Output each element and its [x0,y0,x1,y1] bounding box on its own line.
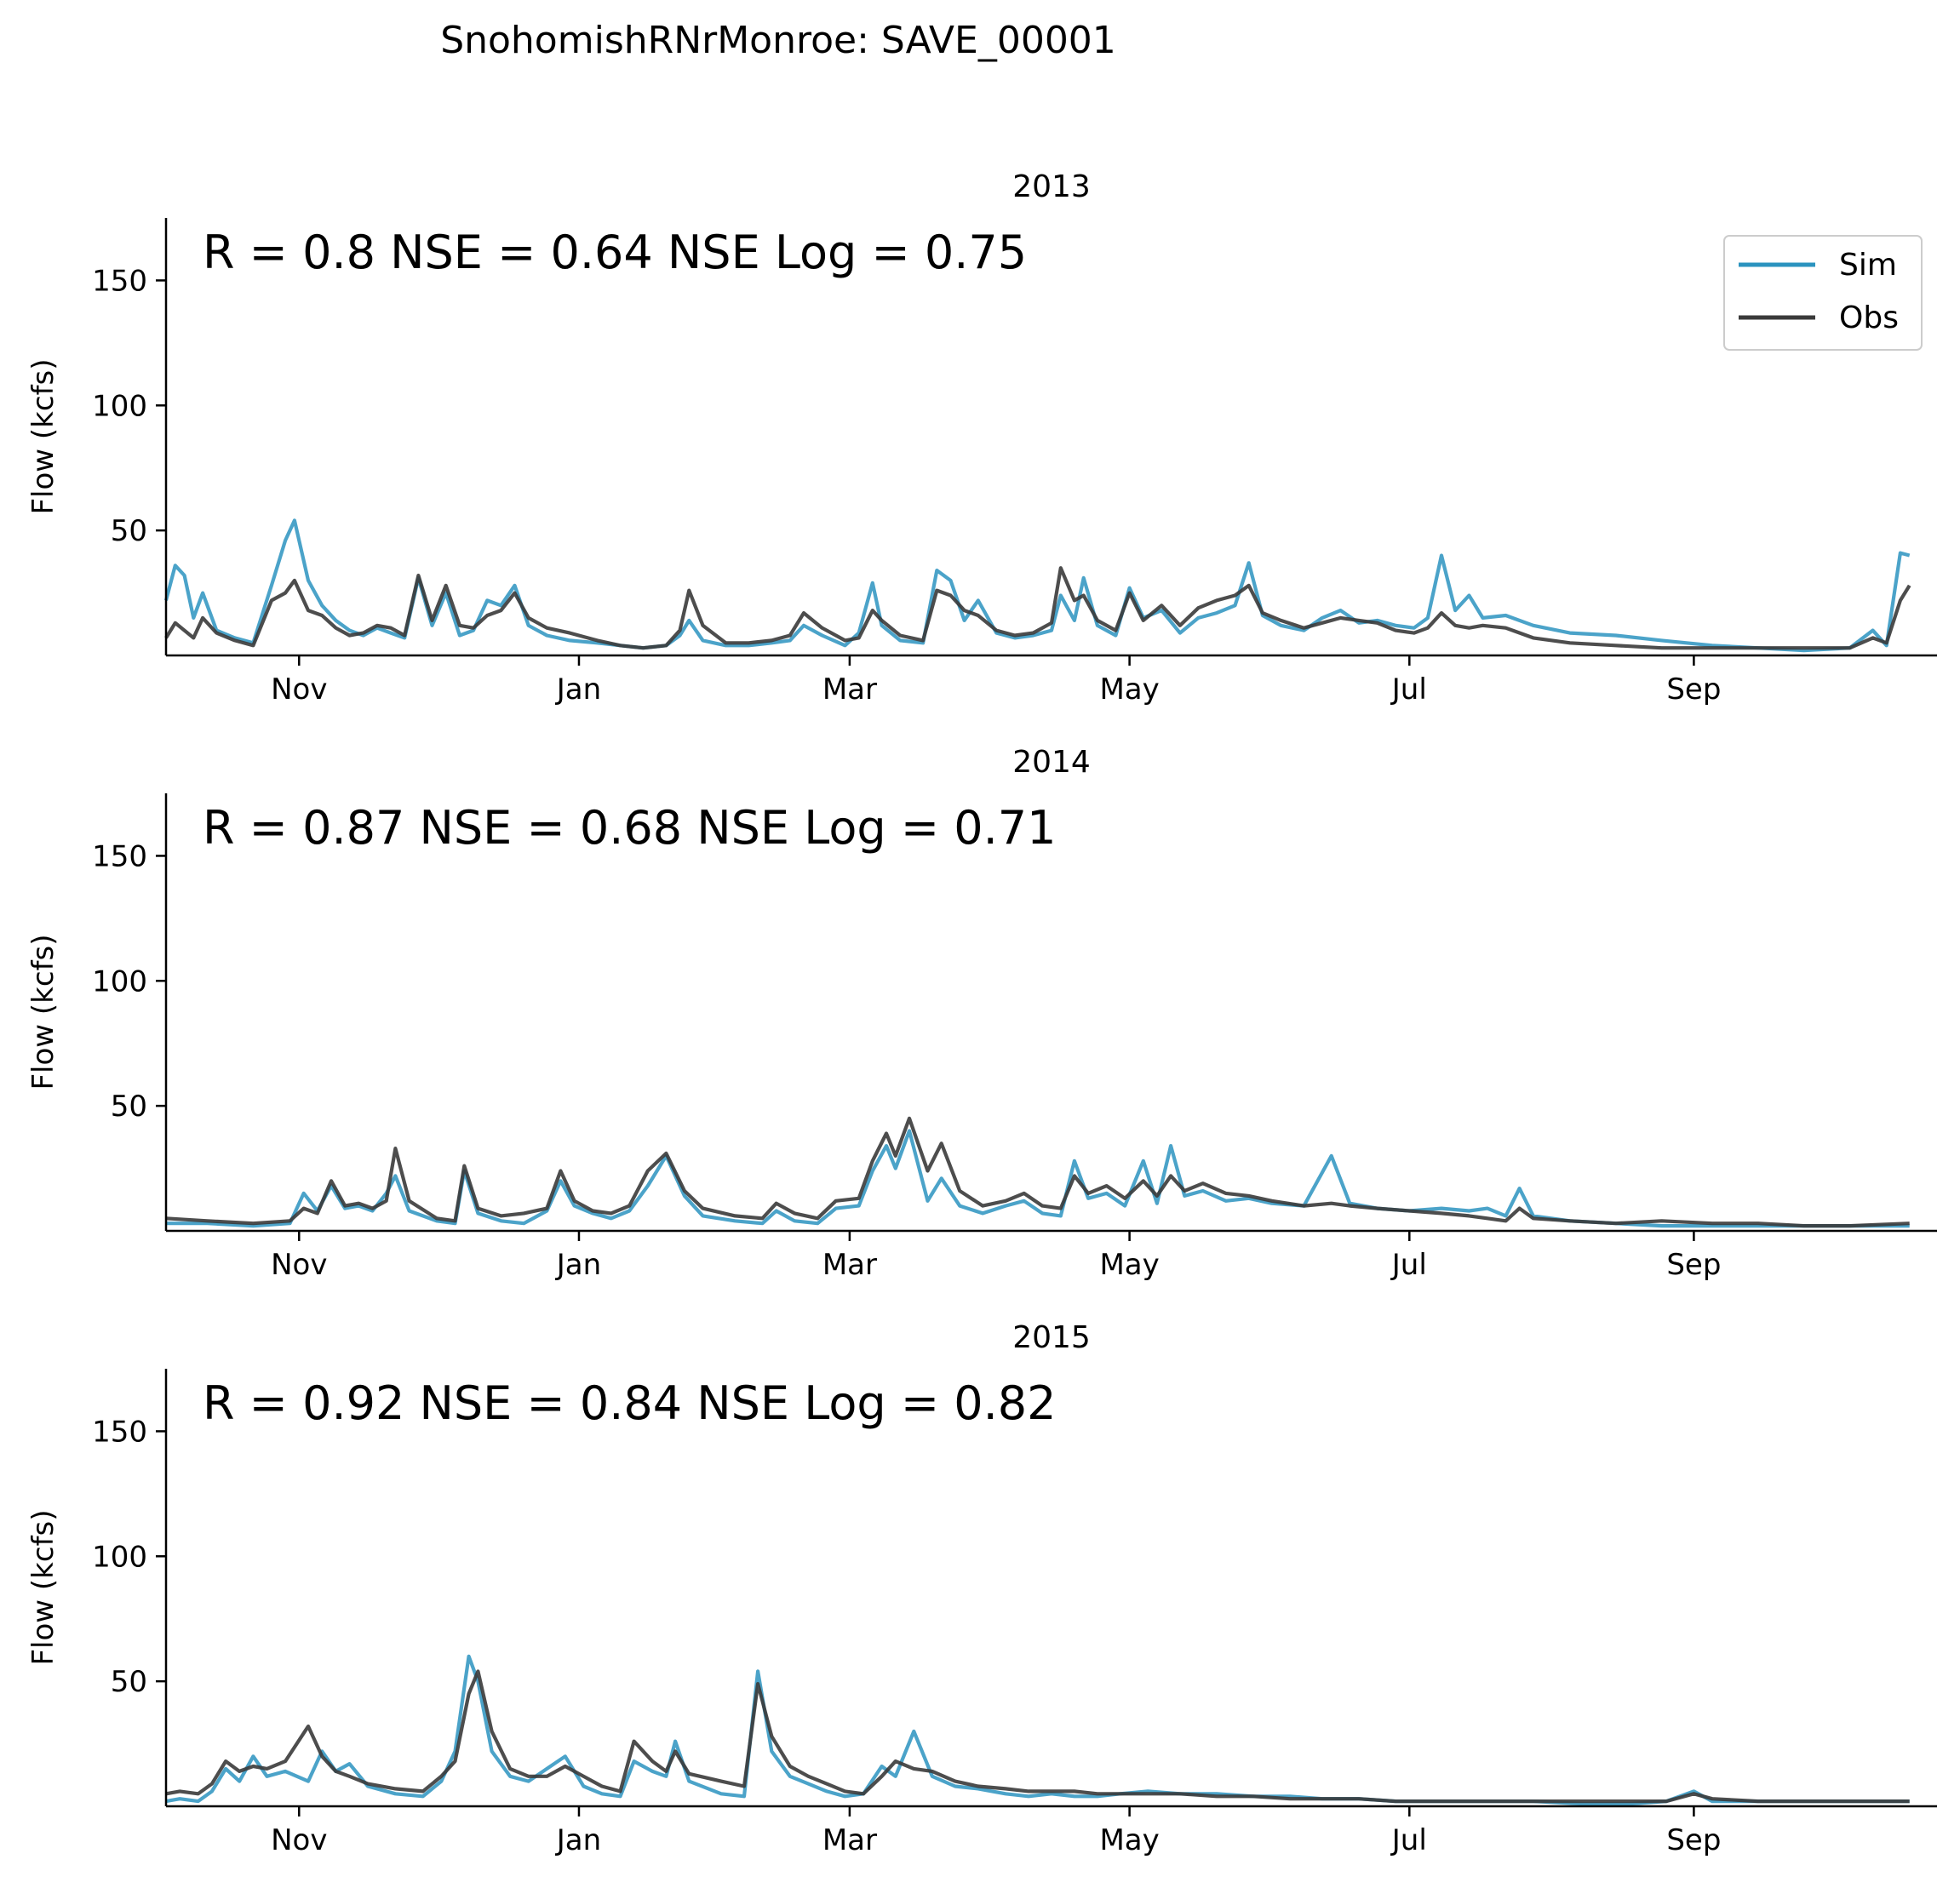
chart-panel-2013: 2013 50 100 150 Nov Jan Mar May Jul Sep Flow (kcfs… [26,169,1937,707]
y-axis-label: Flow (kcfs) [26,1509,60,1665]
series-line-obs [165,1669,1910,1804]
figure-suptitle: SnohomishRNrMonroe: SAVE_00001 [440,19,1116,62]
chart-panel-2015: 2015 50 100 150 Nov Jan Mar May Jul Sep Flow (kcfs… [26,1320,1937,1857]
stats-annotation: R = 0.87 NSE = 0.68 NSE Log = 0.71 [203,801,1056,855]
x-tick-label: Nov [271,1823,327,1857]
x-tick-label: Nov [271,672,327,707]
x-tick-label: Jul [1390,1823,1427,1857]
stats-annotation: R = 0.92 NSE = 0.84 NSE Log = 0.82 [203,1376,1056,1430]
y-tick-label: 150 [92,264,147,298]
x-tick-label: Jul [1390,672,1427,707]
y-tick-label: 50 [111,514,147,548]
panel-title: 2014 [1012,745,1091,780]
x-tick-label: Jan [555,1823,601,1857]
x-tick-label: Mar [822,672,877,707]
y-tick-label: 100 [92,389,147,423]
y-tick-label: 100 [92,964,147,998]
legend-label-sim: Sim [1839,248,1897,283]
y-axis-label: Flow (kcfs) [26,358,60,514]
x-tick-label: Sep [1666,1248,1721,1282]
panels: 2013 50 100 150 Nov Jan Mar May Jul Sep Flow (kcfs… [26,169,1937,1857]
legend: Sim Obs [1723,235,1923,351]
x-tick-label: May [1099,1823,1159,1857]
legend-label-obs: Obs [1839,300,1899,335]
chart-panel-2014: 2014 50 100 150 Nov Jan Mar May Jul Sep Flow (kcfs… [26,745,1937,1282]
x-tick-label: May [1099,672,1159,707]
x-tick-label: Mar [822,1823,877,1857]
x-tick-label: Sep [1666,1823,1721,1857]
x-tick-label: Nov [271,1248,327,1282]
y-tick-label: 50 [111,1090,147,1124]
stats-annotation: R = 0.8 NSE = 0.64 NSE Log = 0.75 [203,226,1027,279]
y-tick-label: 150 [92,1415,147,1449]
panel-title: 2013 [1012,169,1091,204]
y-tick-label: 150 [92,839,147,873]
y-tick-label: 100 [92,1540,147,1574]
series-line-sim [166,1129,1910,1228]
x-tick-label: Mar [822,1248,877,1282]
x-tick-label: Jul [1390,1248,1427,1282]
panel-title: 2015 [1012,1320,1091,1355]
series-line-obs [164,566,1911,650]
x-tick-label: Jan [555,1248,601,1282]
y-tick-label: 50 [111,1665,147,1699]
x-tick-label: Sep [1666,672,1721,707]
series-line-sim [163,518,1911,653]
x-tick-label: May [1099,1248,1159,1282]
x-tick-label: Jan [555,672,601,707]
y-axis-label: Flow (kcfs) [26,934,60,1090]
series-line-obs [165,1116,1910,1228]
